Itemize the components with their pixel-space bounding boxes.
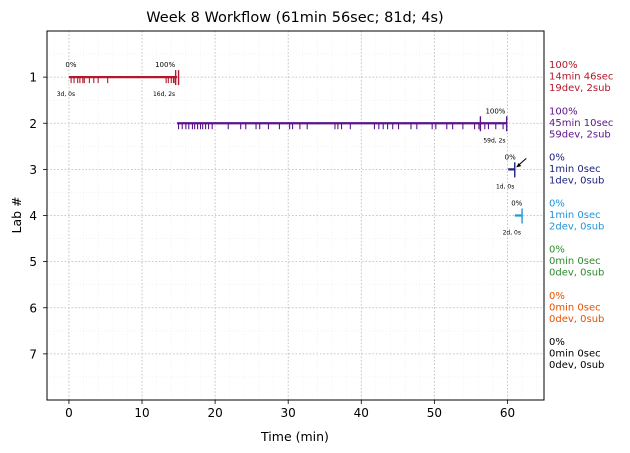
lab-3-start-note: 1d, 0s [496,183,514,190]
lab-5-summary-line: 0dev, 0sub [549,268,604,279]
lab-4-start-note: 2d, 0s [503,230,521,237]
lab-5-summary-line: 0% [549,245,565,256]
lab-3-summary-line: 0% [549,152,565,163]
lab-4-summary-line: 2dev, 0sub [549,222,604,233]
lab-7-summary-line: 0% [549,337,565,348]
lab-4-start-label: 0% [511,200,522,208]
lab-2-end-label: 100% [485,107,505,115]
lab-7-summary-line: 0min 0sec [549,348,601,359]
lab-2-summary-line: 100% [549,106,578,117]
lab-1-summary-line: 19dev, 2sub [549,83,611,94]
y-tick-label: 5 [29,255,37,269]
lab-1-end-note: 16d, 2s [153,91,175,98]
lab-2-end-note: 59d, 2s [483,137,505,144]
x-tick-label: 0 [65,406,73,420]
annotation-arrow-head [516,162,522,168]
lab-2-summary-line: 59dev, 2sub [549,129,611,140]
lab-3-start-label: 0% [505,153,516,161]
y-tick-label: 3 [29,163,37,177]
y-tick-label: 2 [29,117,37,131]
lab-4-summary-line: 1min 0sec [549,210,601,221]
lab-6-summary-line: 0min 0sec [549,302,601,313]
y-axis-label: Lab # [9,196,24,233]
y-tick-label: 1 [29,71,37,85]
x-tick-label: 30 [281,406,296,420]
y-tick-label: 7 [29,347,37,361]
axes: 0 10 20 30 40 50 60 1 2 3 4 5 6 7 [29,71,515,420]
lab-2-summary-line: 45min 10sec [549,118,613,129]
x-tick-label: 60 [500,406,515,420]
x-tick-label: 10 [134,406,149,420]
x-axis-label: Time (min) [260,429,329,444]
lab-7-summary-line: 0dev, 0sub [549,360,604,371]
lab-1-summary-line: 14min 46sec [549,72,613,83]
x-tick-label: 50 [427,406,442,420]
lab-1-start-label: 0% [65,61,76,69]
lab-6-summary-line: 0% [549,291,565,302]
lab-1-end-label: 100% [155,61,175,69]
y-tick-label: 6 [29,301,37,315]
grid [47,31,544,400]
chart-title: Week 8 Workflow (61min 56sec; 81d; 4s) [146,10,443,26]
x-tick-label: 40 [354,406,369,420]
lab-6-summary-line: 0dev, 0sub [549,314,604,325]
lab-3-summary-line: 1dev, 0sub [549,175,604,186]
lab-5-summary-line: 0min 0sec [549,256,601,267]
x-tick-label: 20 [207,406,222,420]
lab-3-summary-line: 1min 0sec [549,164,601,175]
lab-4-summary-line: 0% [549,199,565,210]
lab-1-summary-line: 100% [549,60,578,71]
y-tick-label: 4 [29,209,37,223]
lab-1-start-note: 3d, 0s [57,91,75,98]
plot-marks: 0% 100% 3d, 0s 16d, 2s 100% 59d, 2s 0% 1d, 0s 0%… [57,61,527,237]
